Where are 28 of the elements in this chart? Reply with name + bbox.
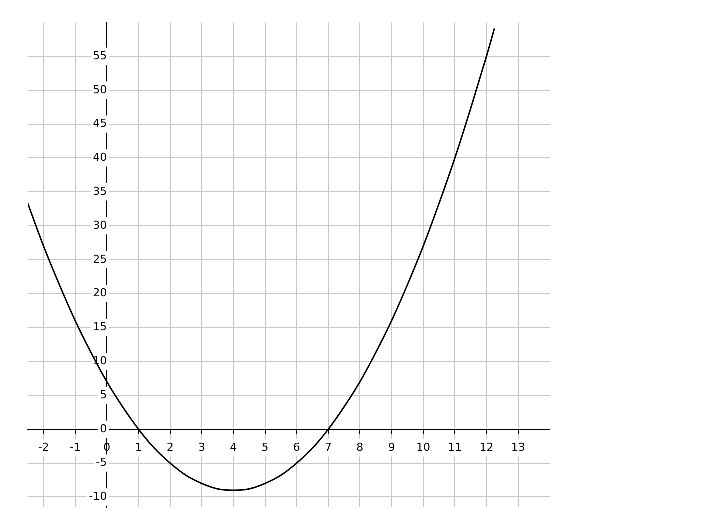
- y-tick-label: 0: [100, 422, 108, 436]
- x-tick-label: 10: [416, 440, 430, 454]
- x-tick-label: 13: [511, 440, 526, 454]
- x-tick-label: 9: [388, 440, 396, 454]
- x-tick-label: 8: [356, 440, 364, 454]
- y-tick-label: 25: [93, 252, 108, 266]
- y-tick-label: 35: [93, 184, 108, 198]
- x-tick-label: 7: [325, 440, 332, 454]
- x-tick-label: 5: [262, 440, 269, 454]
- y-tick-label: 40: [93, 151, 108, 164]
- x-tick-label: -1: [70, 440, 81, 454]
- x-tick-label: 12: [480, 440, 494, 454]
- x-tick-label: 1: [135, 440, 142, 454]
- x-tick-label: 2: [166, 440, 174, 454]
- y-tick-label: 5: [100, 388, 108, 402]
- y-tick-label: 45: [93, 117, 108, 130]
- x-tick-label: 4: [230, 440, 238, 454]
- y-tick-label: 50: [93, 83, 108, 96]
- x-tick-label: 3: [198, 440, 206, 454]
- y-tick-label: -5: [96, 456, 108, 470]
- y-tick-label: 20: [93, 286, 108, 300]
- y-tick-label: 15: [93, 320, 108, 334]
- y-tick-label: -10: [89, 490, 108, 504]
- y-tick-label: 55: [93, 49, 108, 62]
- x-tick-label: 6: [293, 440, 300, 454]
- y-tick-label: 30: [93, 218, 108, 232]
- x-tick-label: -2: [38, 440, 50, 454]
- x-tick-label: 11: [448, 440, 462, 454]
